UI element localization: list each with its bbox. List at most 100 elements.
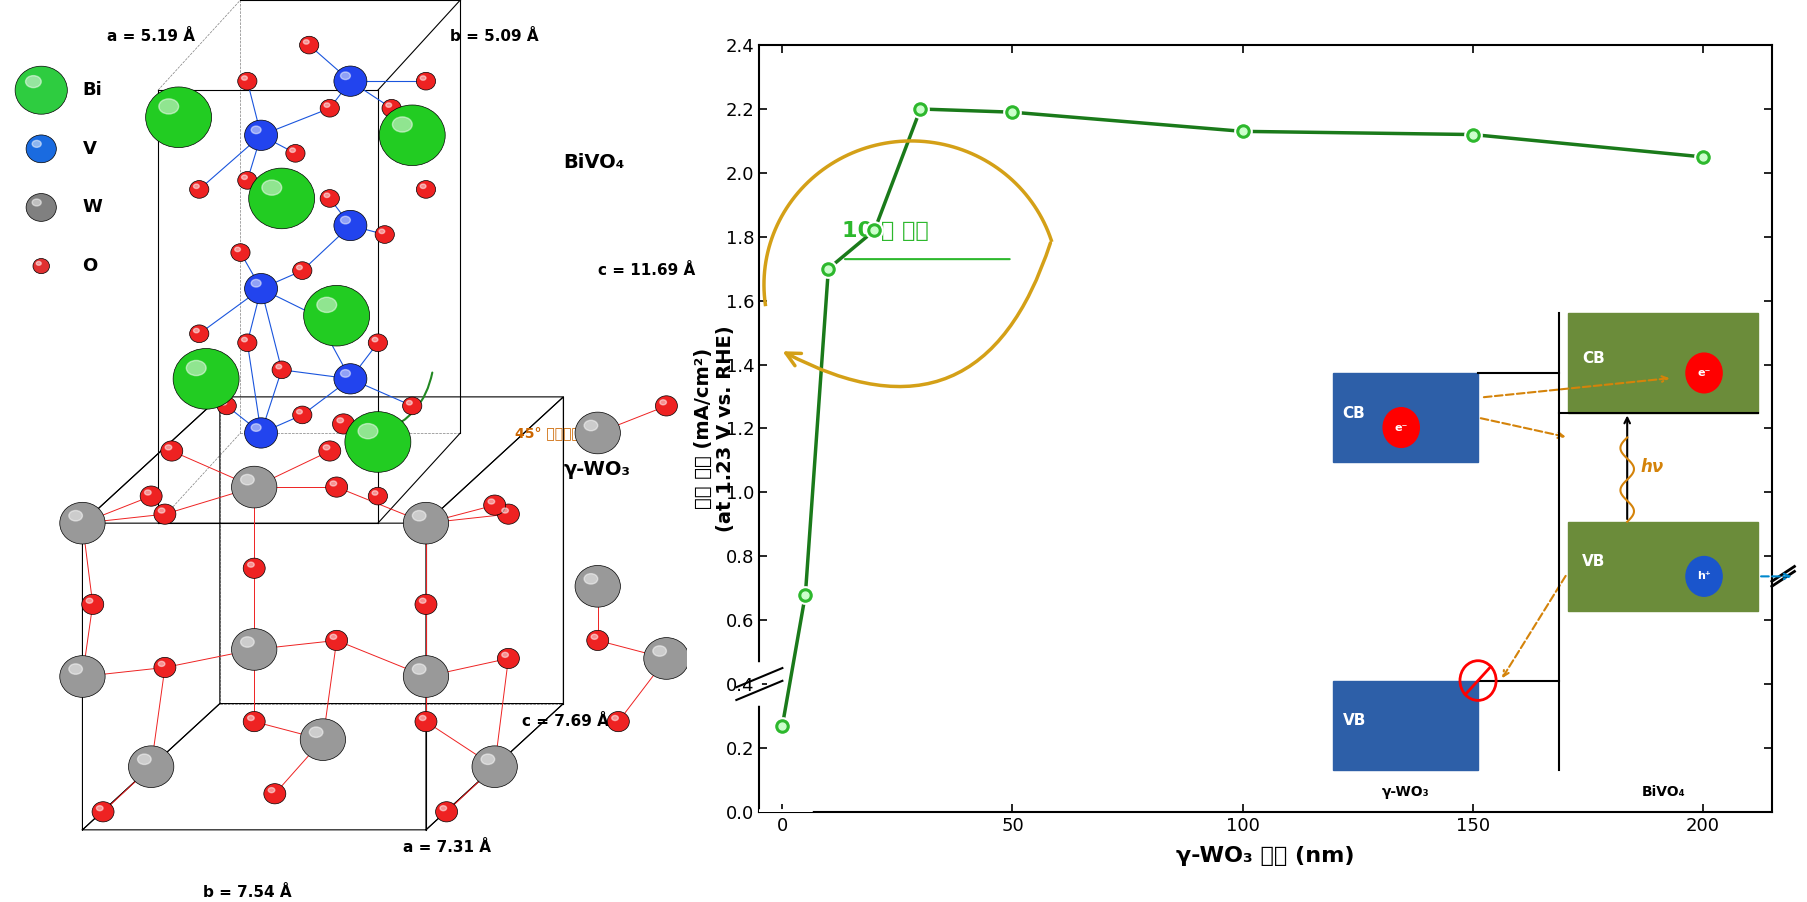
- Ellipse shape: [237, 171, 257, 189]
- Ellipse shape: [305, 307, 325, 325]
- Ellipse shape: [231, 629, 276, 670]
- Ellipse shape: [416, 712, 437, 732]
- Ellipse shape: [403, 502, 448, 544]
- Ellipse shape: [484, 495, 506, 515]
- Ellipse shape: [289, 148, 295, 152]
- Ellipse shape: [217, 397, 237, 415]
- Ellipse shape: [300, 719, 345, 760]
- Ellipse shape: [96, 805, 103, 811]
- Text: 10 배 향상: 10 배 향상: [842, 221, 929, 241]
- Ellipse shape: [235, 247, 240, 252]
- Ellipse shape: [587, 630, 609, 650]
- Ellipse shape: [385, 103, 392, 107]
- Ellipse shape: [325, 477, 347, 497]
- Ellipse shape: [340, 216, 351, 224]
- Text: V: V: [83, 140, 96, 158]
- Ellipse shape: [87, 598, 92, 603]
- Ellipse shape: [300, 36, 318, 54]
- Ellipse shape: [25, 135, 56, 162]
- Ellipse shape: [381, 99, 401, 117]
- Text: BiVO₄: BiVO₄: [564, 152, 625, 172]
- Text: c = 7.69 Å: c = 7.69 Å: [522, 714, 609, 729]
- Ellipse shape: [481, 754, 495, 765]
- Ellipse shape: [251, 126, 260, 133]
- Text: e⁻: e⁻: [1697, 368, 1709, 378]
- Ellipse shape: [262, 180, 282, 195]
- Ellipse shape: [316, 298, 336, 312]
- Bar: [1332, 373, 1478, 462]
- Ellipse shape: [231, 244, 249, 262]
- Ellipse shape: [332, 414, 354, 434]
- Ellipse shape: [220, 400, 226, 405]
- Ellipse shape: [154, 658, 175, 677]
- Ellipse shape: [60, 656, 105, 697]
- Ellipse shape: [186, 361, 206, 375]
- Text: Bi: Bi: [83, 81, 103, 99]
- Ellipse shape: [36, 262, 42, 265]
- Ellipse shape: [439, 805, 446, 811]
- Circle shape: [1686, 557, 1720, 596]
- Ellipse shape: [164, 445, 172, 450]
- Ellipse shape: [392, 117, 412, 132]
- Text: VB: VB: [1341, 713, 1364, 728]
- Ellipse shape: [304, 285, 369, 346]
- Ellipse shape: [296, 410, 302, 414]
- Ellipse shape: [416, 180, 435, 198]
- Ellipse shape: [419, 715, 426, 721]
- Y-axis label: 전류 밀도 (mA/cm²)
(at 1.23 V vs. RHE): 전류 밀도 (mA/cm²) (at 1.23 V vs. RHE): [694, 325, 735, 532]
- Ellipse shape: [403, 656, 448, 697]
- Ellipse shape: [488, 499, 495, 504]
- Ellipse shape: [340, 72, 351, 79]
- Text: hν: hν: [1641, 458, 1662, 476]
- Text: h⁺: h⁺: [1697, 571, 1709, 582]
- Ellipse shape: [320, 99, 340, 117]
- Ellipse shape: [237, 72, 257, 90]
- Ellipse shape: [193, 184, 199, 189]
- Ellipse shape: [372, 337, 378, 342]
- Ellipse shape: [311, 310, 316, 315]
- Ellipse shape: [248, 562, 255, 567]
- Ellipse shape: [419, 598, 426, 603]
- Ellipse shape: [331, 634, 336, 640]
- Ellipse shape: [244, 120, 278, 151]
- Ellipse shape: [334, 364, 367, 394]
- Ellipse shape: [369, 334, 387, 352]
- Ellipse shape: [419, 184, 426, 189]
- Ellipse shape: [242, 337, 248, 342]
- Ellipse shape: [286, 144, 305, 162]
- Ellipse shape: [374, 226, 394, 244]
- Ellipse shape: [244, 558, 266, 578]
- Text: γ-WO₃: γ-WO₃: [564, 459, 631, 479]
- Bar: [1332, 680, 1478, 770]
- Ellipse shape: [14, 66, 67, 115]
- Ellipse shape: [69, 664, 83, 675]
- Ellipse shape: [379, 105, 445, 166]
- Ellipse shape: [372, 491, 378, 495]
- Ellipse shape: [611, 715, 618, 721]
- Text: 45° 기울어짐: 45° 기울어짐: [515, 426, 580, 440]
- Ellipse shape: [60, 502, 105, 544]
- Ellipse shape: [358, 424, 378, 438]
- Ellipse shape: [145, 490, 152, 495]
- Ellipse shape: [159, 508, 164, 513]
- Ellipse shape: [240, 637, 255, 648]
- Ellipse shape: [146, 87, 211, 148]
- Ellipse shape: [264, 784, 286, 804]
- Ellipse shape: [416, 594, 437, 614]
- Bar: [1567, 313, 1756, 412]
- Ellipse shape: [345, 411, 410, 473]
- Ellipse shape: [334, 210, 367, 241]
- Text: γ-WO₃: γ-WO₃: [1381, 785, 1429, 799]
- Ellipse shape: [244, 273, 278, 304]
- Ellipse shape: [320, 189, 340, 207]
- Text: VB: VB: [1581, 555, 1605, 569]
- Bar: [1567, 521, 1756, 612]
- Ellipse shape: [249, 168, 314, 229]
- Ellipse shape: [607, 712, 629, 732]
- Ellipse shape: [137, 754, 152, 765]
- Ellipse shape: [323, 103, 329, 107]
- Ellipse shape: [416, 72, 435, 90]
- Ellipse shape: [141, 486, 163, 506]
- Ellipse shape: [242, 175, 248, 179]
- Ellipse shape: [248, 715, 255, 721]
